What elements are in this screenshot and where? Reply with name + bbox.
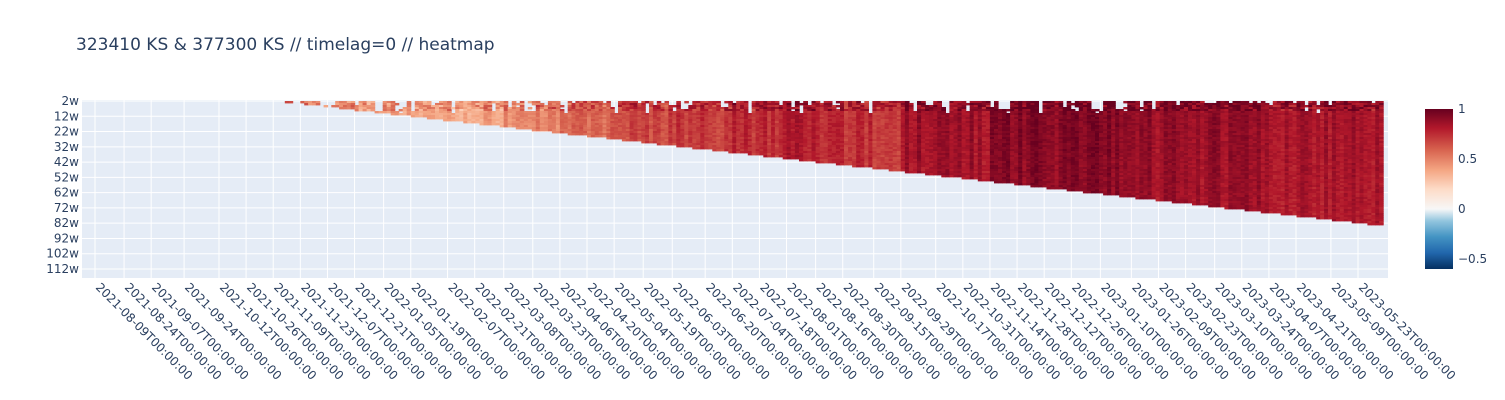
y-tick-label: 2w xyxy=(62,94,80,108)
y-tick-label: 42w xyxy=(54,155,79,169)
y-tick-label: 112w xyxy=(46,262,79,276)
y-tick-label: 52w xyxy=(54,170,79,184)
heatmap-cells xyxy=(284,101,1384,226)
colorbar-tick-label: 1 xyxy=(1458,102,1466,116)
y-tick-label: 92w xyxy=(54,231,79,245)
chart-title: 323410 KS & 377300 KS // timelag=0 // he… xyxy=(76,35,495,55)
colorbar-tick-label: 0 xyxy=(1458,202,1466,216)
x-axis: 2021-08-09T00:00:002021-08-24T00:00:0020… xyxy=(93,280,1459,383)
colorbar-tick-label: −0.5 xyxy=(1458,252,1487,266)
y-tick-label: 32w xyxy=(54,140,79,154)
y-tick-label: 82w xyxy=(54,216,79,230)
gridlines xyxy=(82,100,1388,278)
y-tick-label: 102w xyxy=(46,247,79,261)
y-tick-label: 22w xyxy=(54,125,79,139)
colorbar-ticks: 1 0.5 0 −0.5 xyxy=(1458,102,1487,266)
colorbar xyxy=(1425,109,1453,269)
y-tick-label: 62w xyxy=(54,186,79,200)
colorbar-tick-label: 0.5 xyxy=(1458,152,1477,166)
y-tick-label: 12w xyxy=(54,109,79,123)
y-tick-label: 72w xyxy=(54,201,79,215)
